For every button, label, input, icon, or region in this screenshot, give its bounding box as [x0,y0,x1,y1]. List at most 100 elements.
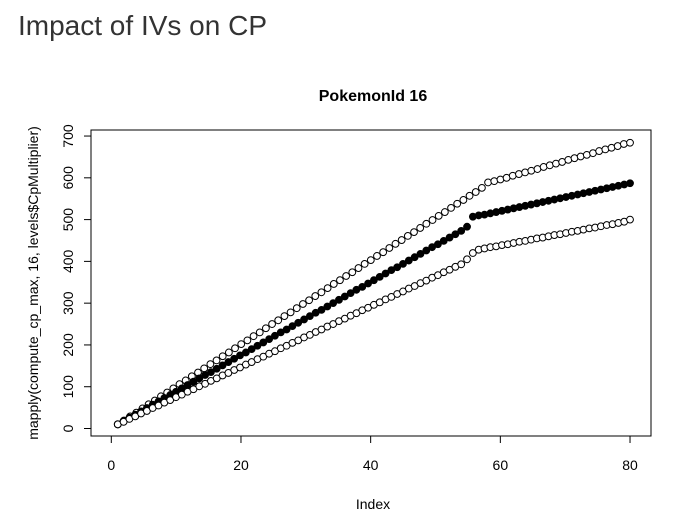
page-heading: Impact of IVs on CP [18,10,267,41]
point-filled [247,345,256,354]
point-open [218,352,227,361]
point-filled [451,230,460,239]
point-filled [212,364,221,373]
point-open [336,276,344,285]
point-filled [317,305,326,314]
x-tick-label: 40 [363,457,379,473]
point-filled [358,282,367,291]
point-filled [404,256,413,265]
point-filled [189,377,198,386]
point-open [329,280,338,288]
point-filled [340,292,349,301]
x-tick-label: 20 [233,457,249,473]
point-open [366,256,375,265]
point-filled [195,374,204,383]
x-tick-label: 60 [493,457,509,473]
point-open [305,296,314,305]
point-open [317,288,326,297]
point-open [255,328,264,337]
x-tick-label: 80 [622,457,638,473]
point-open [447,204,455,212]
y-tick-label: 600 [60,166,76,190]
y-tick-label: 100 [60,375,76,399]
point-filled [224,358,233,366]
point-open [249,332,258,341]
point-open [397,236,406,244]
point-filled [381,269,390,278]
point-open [348,268,357,277]
point-open [440,208,449,216]
point-open [311,292,320,300]
point-filled [271,331,279,340]
point-filled [463,222,471,231]
point-filled [393,263,402,272]
point-filled [265,335,274,343]
point-open [360,259,369,268]
point-open [299,300,307,308]
point-filled [305,312,314,321]
point-open [373,252,381,260]
point-open [212,356,221,365]
point-open [463,255,471,264]
point-filled [370,276,378,285]
y-tick-label: 700 [60,124,76,148]
point-filled [218,361,227,370]
point-open [626,138,634,147]
y-axis: 0 100 200 300 400 500 600 700 [60,124,92,432]
point-filled [416,249,425,258]
point-filled [434,240,442,249]
point-filled [375,272,384,281]
point-open [274,316,283,325]
point-open [428,216,437,224]
point-filled [282,325,291,334]
point-filled [410,253,419,262]
point-open [323,284,332,293]
y-tick-label: 400 [60,249,76,273]
point-open [342,272,351,280]
y-tick-label: 0 [60,424,76,432]
point-filled [335,295,343,304]
point-open [410,228,418,237]
point-filled [294,318,303,327]
y-tick-label: 300 [60,291,76,315]
point-open [619,140,628,148]
point-open [626,215,634,224]
point-open [471,188,480,196]
point-open [465,191,474,200]
point-filled [207,368,215,377]
point-open [237,340,246,349]
point-filled [300,315,308,324]
point-filled [346,289,355,298]
point-open [416,224,425,232]
point-open [422,219,431,228]
point-filled [241,348,250,357]
point-open [391,239,400,248]
point-filled [230,354,239,363]
point-open [484,178,492,187]
point-open [206,360,215,369]
point-open [231,344,239,353]
point-open [468,249,477,257]
point-open [200,364,209,373]
point-filled [457,226,466,235]
point-open [459,196,468,204]
point-open [478,183,486,192]
point-open [385,244,394,252]
point-open [224,348,233,357]
point-filled [439,237,448,245]
point-filled [323,302,332,311]
y-tick-label: 500 [60,208,76,232]
point-filled [253,341,262,350]
point-open [292,304,301,313]
point-open [268,320,276,328]
data-points [113,138,634,429]
point-filled [399,259,407,268]
point-open [457,260,466,269]
point-open [286,308,295,317]
point-open [262,324,270,333]
point-filled [329,299,338,308]
x-tick-label: 0 [107,457,115,473]
point-open [243,336,252,345]
point-filled [288,322,297,331]
